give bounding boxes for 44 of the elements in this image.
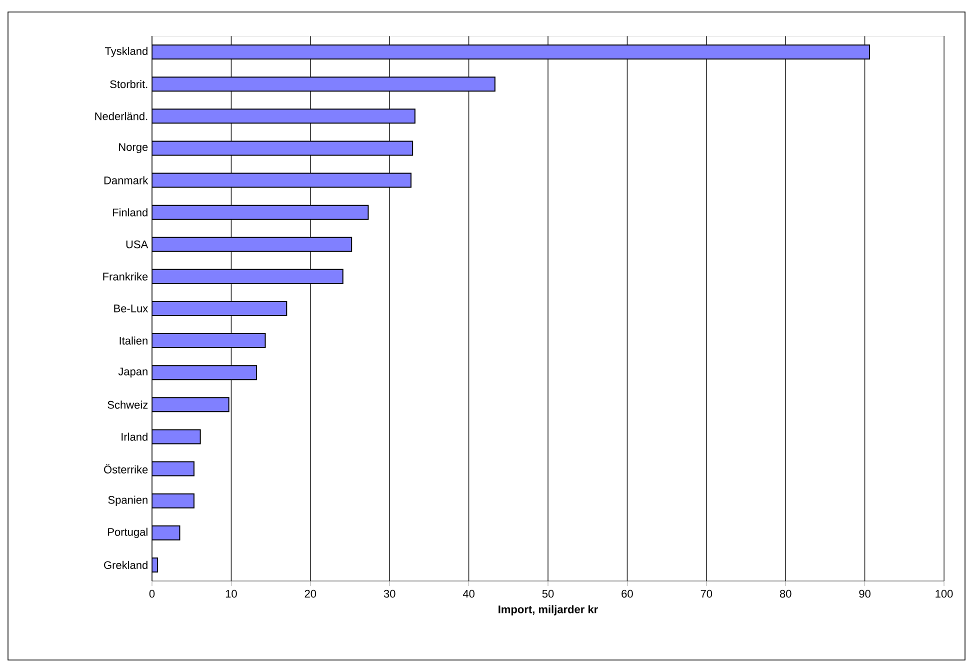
y-tick-label: Italien [120,336,148,345]
x-tick-label: 30 [384,590,396,598]
bar [152,365,258,380]
x-tick-label: 60 [622,590,633,598]
y-tick-label: Portugal [108,528,148,538]
y-tick-label: Schweiz [108,400,148,409]
bar [152,493,194,508]
bar [152,108,416,124]
bar [152,461,194,476]
bar [152,76,496,92]
x-axis-title: Import, miljarder kr [498,605,598,616]
x-tick-label: 40 [462,590,474,598]
y-tick-label: Österrike [104,464,148,474]
bar [152,397,230,412]
bar [152,300,288,316]
x-tick-label: 100 [936,590,953,598]
y-tick-label: Japan [118,368,148,378]
x-tick-label: 70 [700,590,712,598]
x-tick-label: 20 [304,590,316,598]
bar [152,236,352,252]
bar [152,172,412,188]
bar [152,44,870,60]
y-tick-label: Be-Lux [114,304,148,312]
y-tick-label: Tyskland [104,46,148,58]
y-tick-label: Nederländ. [95,112,148,120]
y-tick-label: Danmark [104,176,148,184]
y-tick-label: Frankrike [103,272,148,280]
y-tick-label: Finland [112,208,148,216]
x-tick-label: 10 [226,590,237,598]
y-tick-label: Spanien [108,496,148,506]
bar [152,429,201,444]
bar [152,333,266,348]
y-tick-label: Storbrit. [110,80,148,88]
x-tick-label: 90 [859,590,870,598]
bar [152,204,369,220]
x-tick-label: 50 [542,590,554,598]
y-tick-label: Grekland [104,560,148,570]
bar [152,140,414,156]
y-tick-label: USA [126,240,148,248]
x-tick-label: 0 [149,590,155,598]
y-tick-label: Norge [119,143,148,154]
x-tick-label: 80 [780,590,792,598]
bar [152,268,344,284]
y-tick-label: Irland [122,432,148,441]
